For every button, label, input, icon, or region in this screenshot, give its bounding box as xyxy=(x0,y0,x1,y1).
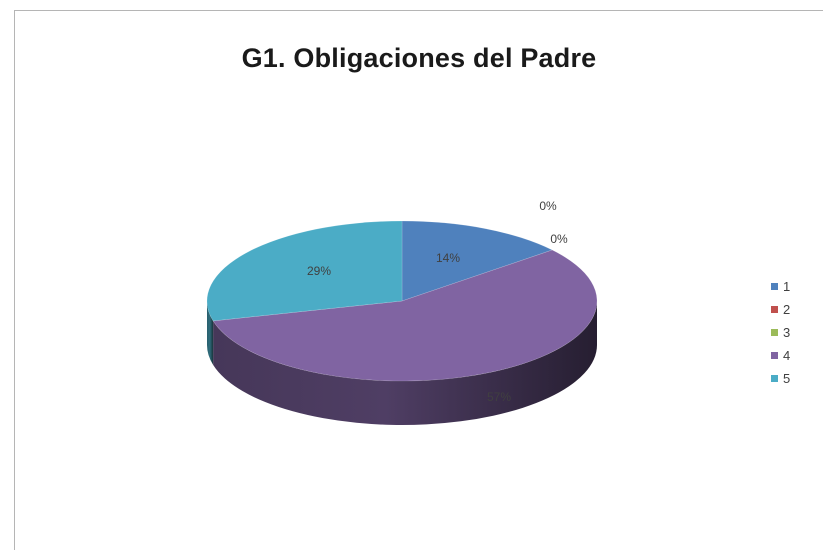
legend-label-2: 2 xyxy=(783,302,791,317)
data-label-4: 57% xyxy=(487,390,511,404)
data-label-5: 29% xyxy=(307,264,331,278)
data-label-2: 0% xyxy=(539,199,557,213)
legend-item-3: 3 xyxy=(771,321,790,344)
legend-swatch-5 xyxy=(771,375,778,382)
legend-item-2: 2 xyxy=(771,298,790,321)
legend-item-1: 1 xyxy=(771,275,790,298)
chart-area: G1. Obligaciones del Padre 14% 0% 0% 57% 29%… xyxy=(14,10,823,550)
data-label-1: 14% xyxy=(436,251,460,265)
legend: 1 2 3 4 5 xyxy=(771,275,790,390)
pie-slice-1 xyxy=(401,220,554,302)
legend-label-5: 5 xyxy=(783,371,791,386)
pie-slice-5 xyxy=(206,220,403,322)
legend-swatch-2 xyxy=(771,306,778,313)
legend-swatch-1 xyxy=(771,283,778,290)
legend-item-5: 5 xyxy=(771,367,790,390)
pie-chart: 14% 0% 0% 57% 29% xyxy=(206,199,598,426)
legend-label-4: 4 xyxy=(783,348,791,363)
legend-swatch-3 xyxy=(771,329,778,336)
pie-slice-4 xyxy=(212,249,598,382)
legend-label-3: 3 xyxy=(783,325,791,340)
pie-side-4 xyxy=(213,301,597,426)
pie-side-5 xyxy=(207,301,214,365)
legend-label-1: 1 xyxy=(783,279,791,294)
data-label-3: 0% xyxy=(550,232,568,246)
legend-swatch-4 xyxy=(771,352,778,359)
chart-title: G1. Obligaciones del Padre xyxy=(241,43,597,73)
legend-item-4: 4 xyxy=(771,344,790,367)
